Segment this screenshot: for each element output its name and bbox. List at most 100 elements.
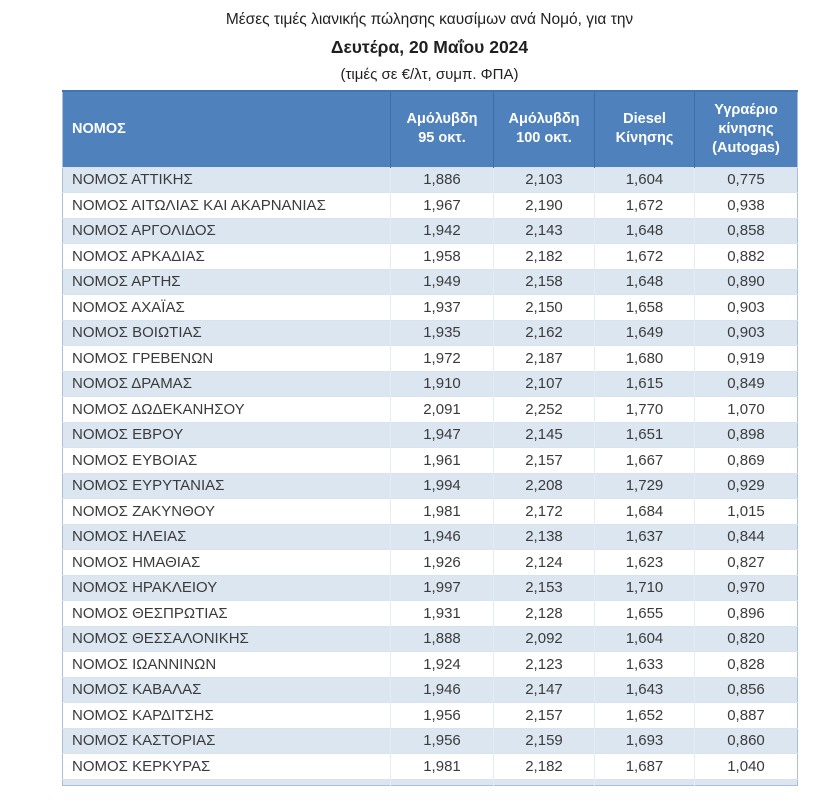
price-cell: 0,860 <box>694 728 798 754</box>
table-row: ΝΟΜΟΣ ΚΕΡΚΥΡΑΣ 1,981 2,182 1,687 1,040 <box>62 753 798 779</box>
price-cell: 2,159 <box>493 728 595 754</box>
price-cell: 1,040 <box>694 753 798 779</box>
partial-cell <box>594 779 695 785</box>
price-cell: 1,972 <box>390 345 494 371</box>
price-cell: 2,172 <box>493 498 595 524</box>
prefecture-cell: ΝΟΜΟΣ ΘΕΣΠΡΩΤΙΑΣ <box>72 604 228 622</box>
price-cell: 1,615 <box>594 371 695 397</box>
price-cell: 0,938 <box>694 192 798 218</box>
price-cell: 1,604 <box>594 626 695 652</box>
prefecture-cell: ΝΟΜΟΣ ΔΡΑΜΑΣ <box>72 375 192 393</box>
price-cell: 1,693 <box>594 728 695 754</box>
price-cell: 2,147 <box>493 677 595 703</box>
table-row: ΝΟΜΟΣ ΗΡΑΚΛΕΙΟΥ 1,997 2,153 1,710 0,970 <box>62 575 798 601</box>
price-cell: 1,015 <box>694 498 798 524</box>
prefecture-cell: ΝΟΜΟΣ ΗΛΕΙΑΣ <box>72 528 187 546</box>
prefecture-cell: ΝΟΜΟΣ ΑΤΤΙΚΗΣ <box>72 171 193 189</box>
table-row: ΝΟΜΟΣ ΚΑΒΑΛΑΣ 1,946 2,147 1,643 0,856 <box>62 677 798 703</box>
table-row: ΝΟΜΟΣ ΕΥΡΥΤΑΝΙΑΣ 1,994 2,208 1,729 0,929 <box>62 473 798 499</box>
table-row: ΝΟΜΟΣ ΑΧΑΪΑΣ 1,937 2,150 1,658 0,903 <box>62 294 798 320</box>
prefecture-cell: ΝΟΜΟΣ ΕΒΡΟΥ <box>72 426 184 444</box>
price-cell: 1,910 <box>390 371 494 397</box>
price-cell: 1,967 <box>390 192 494 218</box>
price-cell: 1,643 <box>594 677 695 703</box>
table-header: ΝΟΜΟΣ Αμόλυβδη 95 οκτ. Αμόλυβδη 100 οκτ.… <box>62 91 798 167</box>
prefecture-cell: ΝΟΜΟΣ ΚΕΡΚΥΡΑΣ <box>72 757 211 775</box>
price-cell: 2,157 <box>493 447 595 473</box>
table-row: ΝΟΜΟΣ ΑΡΓΟΛΙΔΟΣ 1,942 2,143 1,648 0,858 <box>62 218 798 244</box>
price-cell: 2,092 <box>493 626 595 652</box>
price-cell: 1,961 <box>390 447 494 473</box>
price-cell: 1,956 <box>390 728 494 754</box>
table-row: ΝΟΜΟΣ ΕΥΒΟΙΑΣ 1,961 2,157 1,667 0,869 <box>62 447 798 473</box>
page-title: Μέσες τιμές λιανικής πώλησης καυσίμων αν… <box>225 11 634 28</box>
page-subtitle-units: (τιμές σε €/λτ, συμπ. ΦΠΑ) <box>340 66 519 83</box>
column-header-unleaded-100: Αμόλυβδη 100 οκτ. <box>493 91 595 167</box>
price-cell: 0,903 <box>694 294 798 320</box>
prefecture-cell: ΝΟΜΟΣ ΙΩΑΝΝΙΝΩΝ <box>72 655 217 673</box>
table-row: ΝΟΜΟΣ ΘΕΣΠΡΩΤΙΑΣ 1,931 2,128 1,655 0,896 <box>62 600 798 626</box>
price-cell: 1,935 <box>390 320 494 346</box>
price-cell: 2,103 <box>493 167 595 193</box>
price-cell: 0,849 <box>694 371 798 397</box>
price-cell: 1,958 <box>390 243 494 269</box>
table-row: ΝΟΜΟΣ ΗΜΑΘΙΑΣ 1,926 2,124 1,623 0,827 <box>62 549 798 575</box>
price-cell: 1,648 <box>594 269 695 295</box>
column-header-autogas: Υγραέριο κίνησης (Autogas) <box>694 91 798 167</box>
prefecture-cell: ΝΟΜΟΣ ΑΡΚΑΔΙΑΣ <box>72 247 205 265</box>
price-cell: 1,949 <box>390 269 494 295</box>
table-row: ΝΟΜΟΣ ΓΡΕΒΕΝΩΝ 1,972 2,187 1,680 0,919 <box>62 345 798 371</box>
table-body: ΝΟΜΟΣ ΑΤΤΙΚΗΣ 1,886 2,103 1,604 0,775 ΝΟΜΟΣ Α… <box>62 167 798 785</box>
price-cell: 0,828 <box>694 651 798 677</box>
price-cell: 2,162 <box>493 320 595 346</box>
prefecture-cell: ΝΟΜΟΣ ΚΑΣΤΟΡΙΑΣ <box>72 732 216 750</box>
price-cell: 1,994 <box>390 473 494 499</box>
prefecture-cell: ΝΟΜΟΣ ΑΡΤΗΣ <box>72 273 181 291</box>
partial-cell <box>390 779 494 785</box>
price-cell: 1,672 <box>594 243 695 269</box>
price-cell: 0,827 <box>694 549 798 575</box>
price-cell: 0,919 <box>694 345 798 371</box>
price-cell: 2,187 <box>493 345 595 371</box>
prefecture-cell: ΝΟΜΟΣ ΑΡΓΟΛΙΔΟΣ <box>72 222 216 240</box>
price-cell: 0,903 <box>694 320 798 346</box>
price-cell: 1,886 <box>390 167 494 193</box>
table-row: ΝΟΜΟΣ ΖΑΚΥΝΘΟΥ 1,981 2,172 1,684 1,015 <box>62 498 798 524</box>
price-cell: 1,680 <box>594 345 695 371</box>
prefecture-cell: ΝΟΜΟΣ ΕΥΒΟΙΑΣ <box>72 451 198 469</box>
table-row: ΝΟΜΟΣ ΕΒΡΟΥ 1,947 2,145 1,651 0,898 <box>62 422 798 448</box>
price-cell: 0,856 <box>694 677 798 703</box>
price-cell: 1,649 <box>594 320 695 346</box>
prefecture-cell: ΝΟΜΟΣ ΗΜΑΘΙΑΣ <box>72 553 201 571</box>
price-cell: 2,182 <box>493 243 595 269</box>
price-cell: 2,208 <box>493 473 595 499</box>
price-cell: 1,729 <box>594 473 695 499</box>
title-block: Μέσες τιμές λιανικής πώλησης καυσίμων αν… <box>62 11 797 83</box>
page-subtitle-date: Δευτέρα, 20 Μαΐου 2024 <box>330 37 529 57</box>
price-cell: 1,672 <box>594 192 695 218</box>
price-cell: 1,604 <box>594 167 695 193</box>
price-cell: 2,158 <box>493 269 595 295</box>
table-row: ΝΟΜΟΣ ΒΟΙΩΤΙΑΣ 1,935 2,162 1,649 0,903 <box>62 320 798 346</box>
price-cell: 1,956 <box>390 702 494 728</box>
partial-cell <box>694 779 798 785</box>
prefecture-cell: ΝΟΜΟΣ ΒΟΙΩΤΙΑΣ <box>72 324 202 342</box>
price-cell: 1,710 <box>594 575 695 601</box>
table-row-partial <box>62 779 798 785</box>
price-cell: 1,070 <box>694 396 798 422</box>
price-cell: 2,157 <box>493 702 595 728</box>
price-cell: 0,929 <box>694 473 798 499</box>
price-cell: 2,252 <box>493 396 595 422</box>
price-cell: 0,970 <box>694 575 798 601</box>
column-header-diesel: Diesel Κίνησης <box>594 91 695 167</box>
price-cell: 2,128 <box>493 600 595 626</box>
price-cell: 1,888 <box>390 626 494 652</box>
column-header-nomos: ΝΟΜΟΣ <box>62 91 391 167</box>
price-cell: 1,946 <box>390 677 494 703</box>
table-row: ΝΟΜΟΣ ΑΙΤΩΛΙΑΣ ΚΑΙ ΑΚΑΡΝΑΝΙΑΣ 1,967 2,190 1… <box>62 192 798 218</box>
price-cell: 0,898 <box>694 422 798 448</box>
price-cell: 1,947 <box>390 422 494 448</box>
price-cell: 0,890 <box>694 269 798 295</box>
price-cell: 2,138 <box>493 524 595 550</box>
price-cell: 2,107 <box>493 371 595 397</box>
